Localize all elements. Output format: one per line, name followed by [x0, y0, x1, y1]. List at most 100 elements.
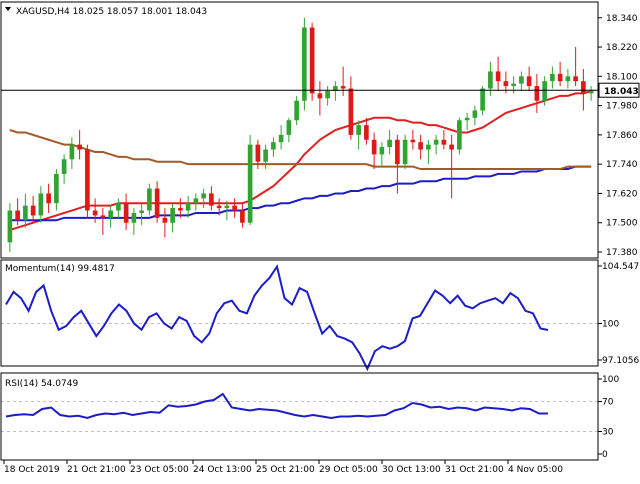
time-tick-label: 4 Nov 05:00 — [508, 465, 563, 475]
candle-body — [526, 76, 532, 87]
candle-body — [154, 188, 160, 218]
candle-body — [371, 139, 377, 155]
candle-body — [69, 144, 75, 160]
indicator-tick-label: 97.1056 — [602, 356, 639, 366]
candle-body — [402, 139, 408, 165]
candle-body — [472, 110, 478, 118]
candle-body — [457, 120, 462, 150]
price-tick-label: 17.380 — [606, 248, 638, 258]
candle-body — [503, 81, 509, 87]
candle-body — [7, 210, 13, 243]
candle-body — [426, 144, 431, 150]
candle-body — [340, 86, 346, 89]
time-tick-label: 31 Oct 21:00 — [445, 465, 504, 475]
candle-body — [15, 210, 20, 221]
time-tick-label: 25 Oct 21:00 — [256, 465, 315, 475]
candle-body — [542, 81, 547, 101]
candle-body — [108, 210, 113, 218]
candle-body — [488, 71, 493, 89]
candle-body — [309, 27, 315, 94]
momentum-axis: 104.5477 100 97.1056 — [598, 262, 640, 366]
time-axis: 18 Oct 2019 21 Oct 21:00 23 Oct 05:00 24 Oc… — [3, 460, 563, 475]
time-tick-label: 24 Oct 13:00 — [193, 465, 252, 475]
candle-body — [224, 205, 230, 209]
candle-body — [364, 125, 369, 140]
price-tick-label: 17.620 — [606, 189, 638, 199]
candle-body — [433, 139, 439, 145]
current-price-label: 18.043 — [604, 87, 639, 97]
price-pane: 18.340 18.220 18.100 17.980 17.860 17.740 17.6… — [0, 1, 640, 259]
candle-body — [557, 73, 563, 82]
candle-body — [495, 71, 501, 82]
rsi-line — [5, 392, 549, 420]
candle-body — [209, 193, 214, 206]
current-price-tag: 18.043 — [598, 82, 640, 98]
candle-body — [356, 125, 361, 135]
candle-body — [464, 117, 470, 121]
momentum-title: Momentum(14) 99.4817 — [5, 264, 115, 274]
candle-body — [92, 210, 98, 216]
candle-body — [550, 73, 555, 82]
momentum-line — [5, 264, 549, 372]
time-tick-label: 29 Oct 05:00 — [319, 465, 378, 475]
candle-body — [216, 205, 222, 209]
candle-body — [100, 215, 106, 218]
price-tick-label: 17.980 — [606, 102, 638, 112]
candle-body — [162, 217, 168, 223]
candle-body — [263, 149, 268, 162]
candle-body — [565, 76, 571, 82]
candle-body — [588, 90, 594, 94]
candle-body — [201, 193, 206, 199]
candle-body — [178, 208, 183, 211]
candle-body — [449, 144, 454, 150]
candle-body — [294, 100, 299, 121]
candle-body — [170, 208, 175, 223]
candle-body — [38, 193, 44, 216]
candle-body — [534, 86, 540, 101]
candle-body — [348, 88, 354, 135]
candle-body — [325, 90, 330, 99]
candle-body — [193, 198, 199, 204]
time-tick-label: 23 Oct 05:00 — [130, 465, 189, 475]
candle-body — [441, 139, 447, 145]
candle-body — [333, 86, 338, 91]
moving-averages — [9, 90, 592, 231]
rsi-axis: 100 70 30 0 — [598, 375, 619, 460]
candle-body — [519, 76, 524, 84]
rsi-pane-frame — [0, 372, 599, 461]
candle-body — [185, 203, 191, 211]
price-tick-label: 17.860 — [606, 131, 638, 141]
candle-body — [387, 139, 392, 148]
price-tick-label: 18.220 — [606, 43, 638, 53]
candle-body — [123, 203, 129, 223]
moving-average-line — [9, 90, 592, 231]
candle-body — [46, 193, 51, 204]
price-pane-frame — [0, 1, 599, 259]
moving-average-line — [9, 129, 592, 171]
candle-body — [131, 212, 137, 223]
candle-body — [302, 27, 307, 101]
candle-body — [581, 81, 586, 94]
indicator-tick-label: 104.5477 — [602, 262, 640, 272]
candle-body — [511, 83, 516, 87]
indicator-tick-label: 100 — [602, 375, 619, 385]
candle-body — [395, 139, 400, 165]
candle-body — [278, 134, 284, 143]
candle-body — [30, 205, 36, 216]
candle-body — [573, 76, 578, 82]
candle-body — [255, 144, 261, 162]
candle-body — [240, 210, 245, 223]
collapse-triangle-icon[interactable] — [5, 7, 11, 11]
candle-body — [139, 210, 144, 213]
candle-body — [147, 188, 152, 211]
candle-body — [85, 149, 90, 211]
indicator-line — [5, 264, 549, 372]
price-tick-label: 18.340 — [606, 14, 638, 24]
indicator-tick-label: 30 — [602, 428, 614, 438]
momentum-pane: 104.5477 100 97.1056 Momentum(14) 99.4817 — [0, 259, 640, 372]
candle-body — [116, 203, 121, 211]
time-tick-label: 21 Oct 21:00 — [67, 465, 126, 475]
candle-body — [410, 139, 416, 143]
